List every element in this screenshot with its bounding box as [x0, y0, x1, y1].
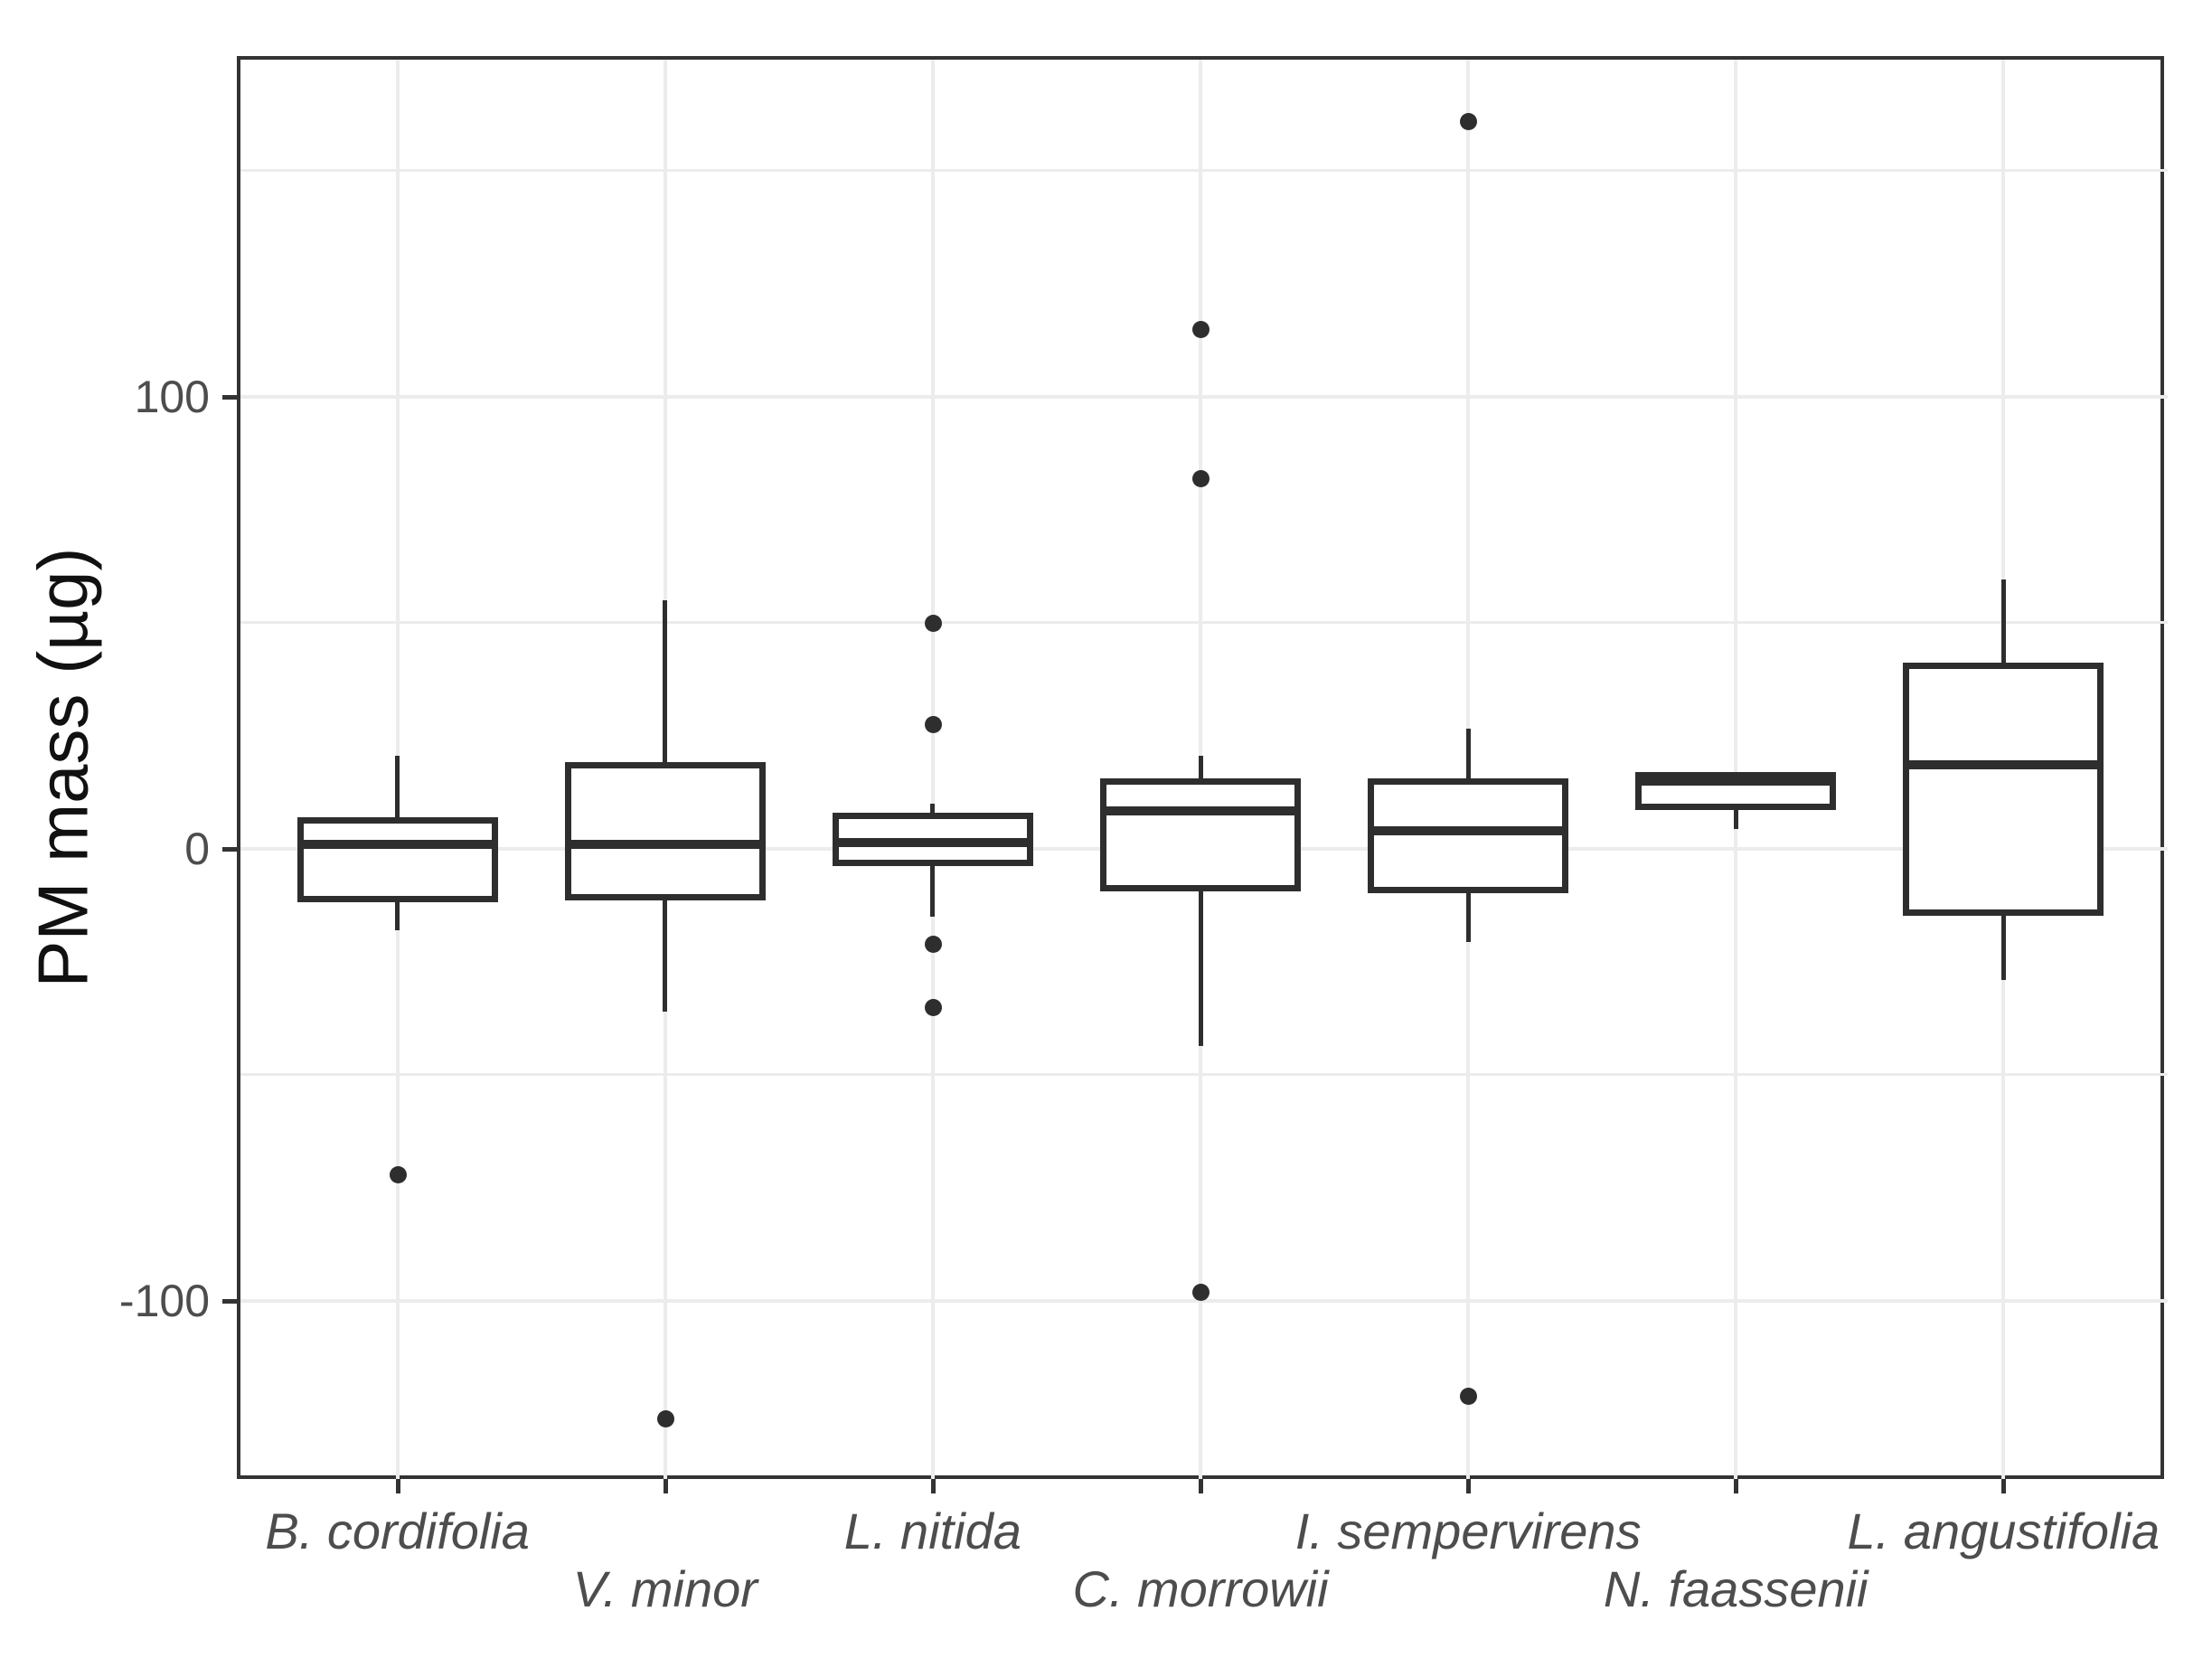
x-tick-mark [1466, 1479, 1472, 1493]
y-tick-label: 0 [184, 824, 210, 875]
y-tick-mark [222, 1299, 237, 1305]
outlier-point [1192, 320, 1210, 338]
x-major-gridline [1734, 60, 1738, 1483]
x-tick-label: V. minor [572, 1560, 758, 1617]
box-rect [1368, 778, 1569, 894]
box-rect [1903, 663, 2104, 917]
upper-whisker [395, 756, 400, 820]
upper-whisker [1198, 756, 1203, 781]
y-minor-gridline [240, 620, 2168, 624]
x-tick-label: L. nitida [843, 1503, 1021, 1559]
median-line [832, 837, 1033, 847]
x-tick-mark [663, 1479, 668, 1493]
lower-whisker [2000, 912, 2006, 981]
x-tick-label: L. angustifolia [1847, 1503, 2160, 1559]
outlier-point [924, 999, 942, 1017]
y-minor-gridline [240, 1073, 2168, 1077]
y-major-gridline [240, 394, 2168, 399]
x-tick-mark [1734, 1479, 1739, 1493]
median-line [1635, 777, 1837, 786]
median-line [1368, 826, 1569, 836]
x-major-gridline [930, 60, 935, 1483]
upper-whisker [2000, 579, 2006, 666]
box-rect [1100, 778, 1301, 891]
upper-whisker [930, 804, 936, 815]
outlier-point [1460, 1388, 1478, 1406]
median-line [1100, 805, 1301, 815]
outlier-point [1192, 469, 1210, 487]
y-tick-mark [222, 394, 237, 400]
x-tick-mark [1199, 1479, 1203, 1493]
lower-whisker [1198, 887, 1203, 1046]
plot-panel [237, 56, 2168, 1483]
median-line [1903, 760, 2104, 770]
outlier-point [389, 1166, 407, 1184]
box-rect [1635, 771, 1837, 810]
x-tick-label: I. sempervirens [1294, 1503, 1642, 1559]
lower-whisker [930, 862, 936, 918]
x-tick-label: B. cordifolia [265, 1503, 530, 1559]
outlier-point [1192, 1284, 1210, 1302]
lower-whisker [395, 899, 400, 931]
lower-whisker [1465, 890, 1471, 942]
y-major-gridline [240, 1299, 2168, 1304]
x-tick-mark [395, 1479, 400, 1493]
box-rect [564, 762, 766, 900]
y-axis-title: PM mass (µg) [23, 547, 103, 988]
y-tick-label: -100 [118, 1276, 210, 1327]
lower-whisker [1733, 805, 1738, 829]
upper-whisker [1465, 729, 1471, 781]
y-tick-mark [222, 847, 237, 853]
outlier-point [656, 1410, 674, 1428]
x-tick-mark [2001, 1479, 2007, 1493]
box-rect [297, 816, 498, 903]
median-line [297, 840, 498, 850]
outlier-point [924, 716, 942, 734]
outlier-point [1460, 112, 1478, 130]
upper-whisker [663, 599, 668, 766]
outlier-point [924, 936, 942, 954]
median-line [564, 840, 766, 850]
x-tick-mark [930, 1479, 936, 1493]
y-minor-gridline [240, 168, 2168, 172]
lower-whisker [663, 896, 668, 1013]
y-tick-label: 100 [134, 371, 210, 422]
outlier-point [924, 614, 942, 632]
x-tick-label: N. faassenii [1603, 1560, 1868, 1617]
x-tick-label: C. morrowii [1072, 1560, 1329, 1617]
